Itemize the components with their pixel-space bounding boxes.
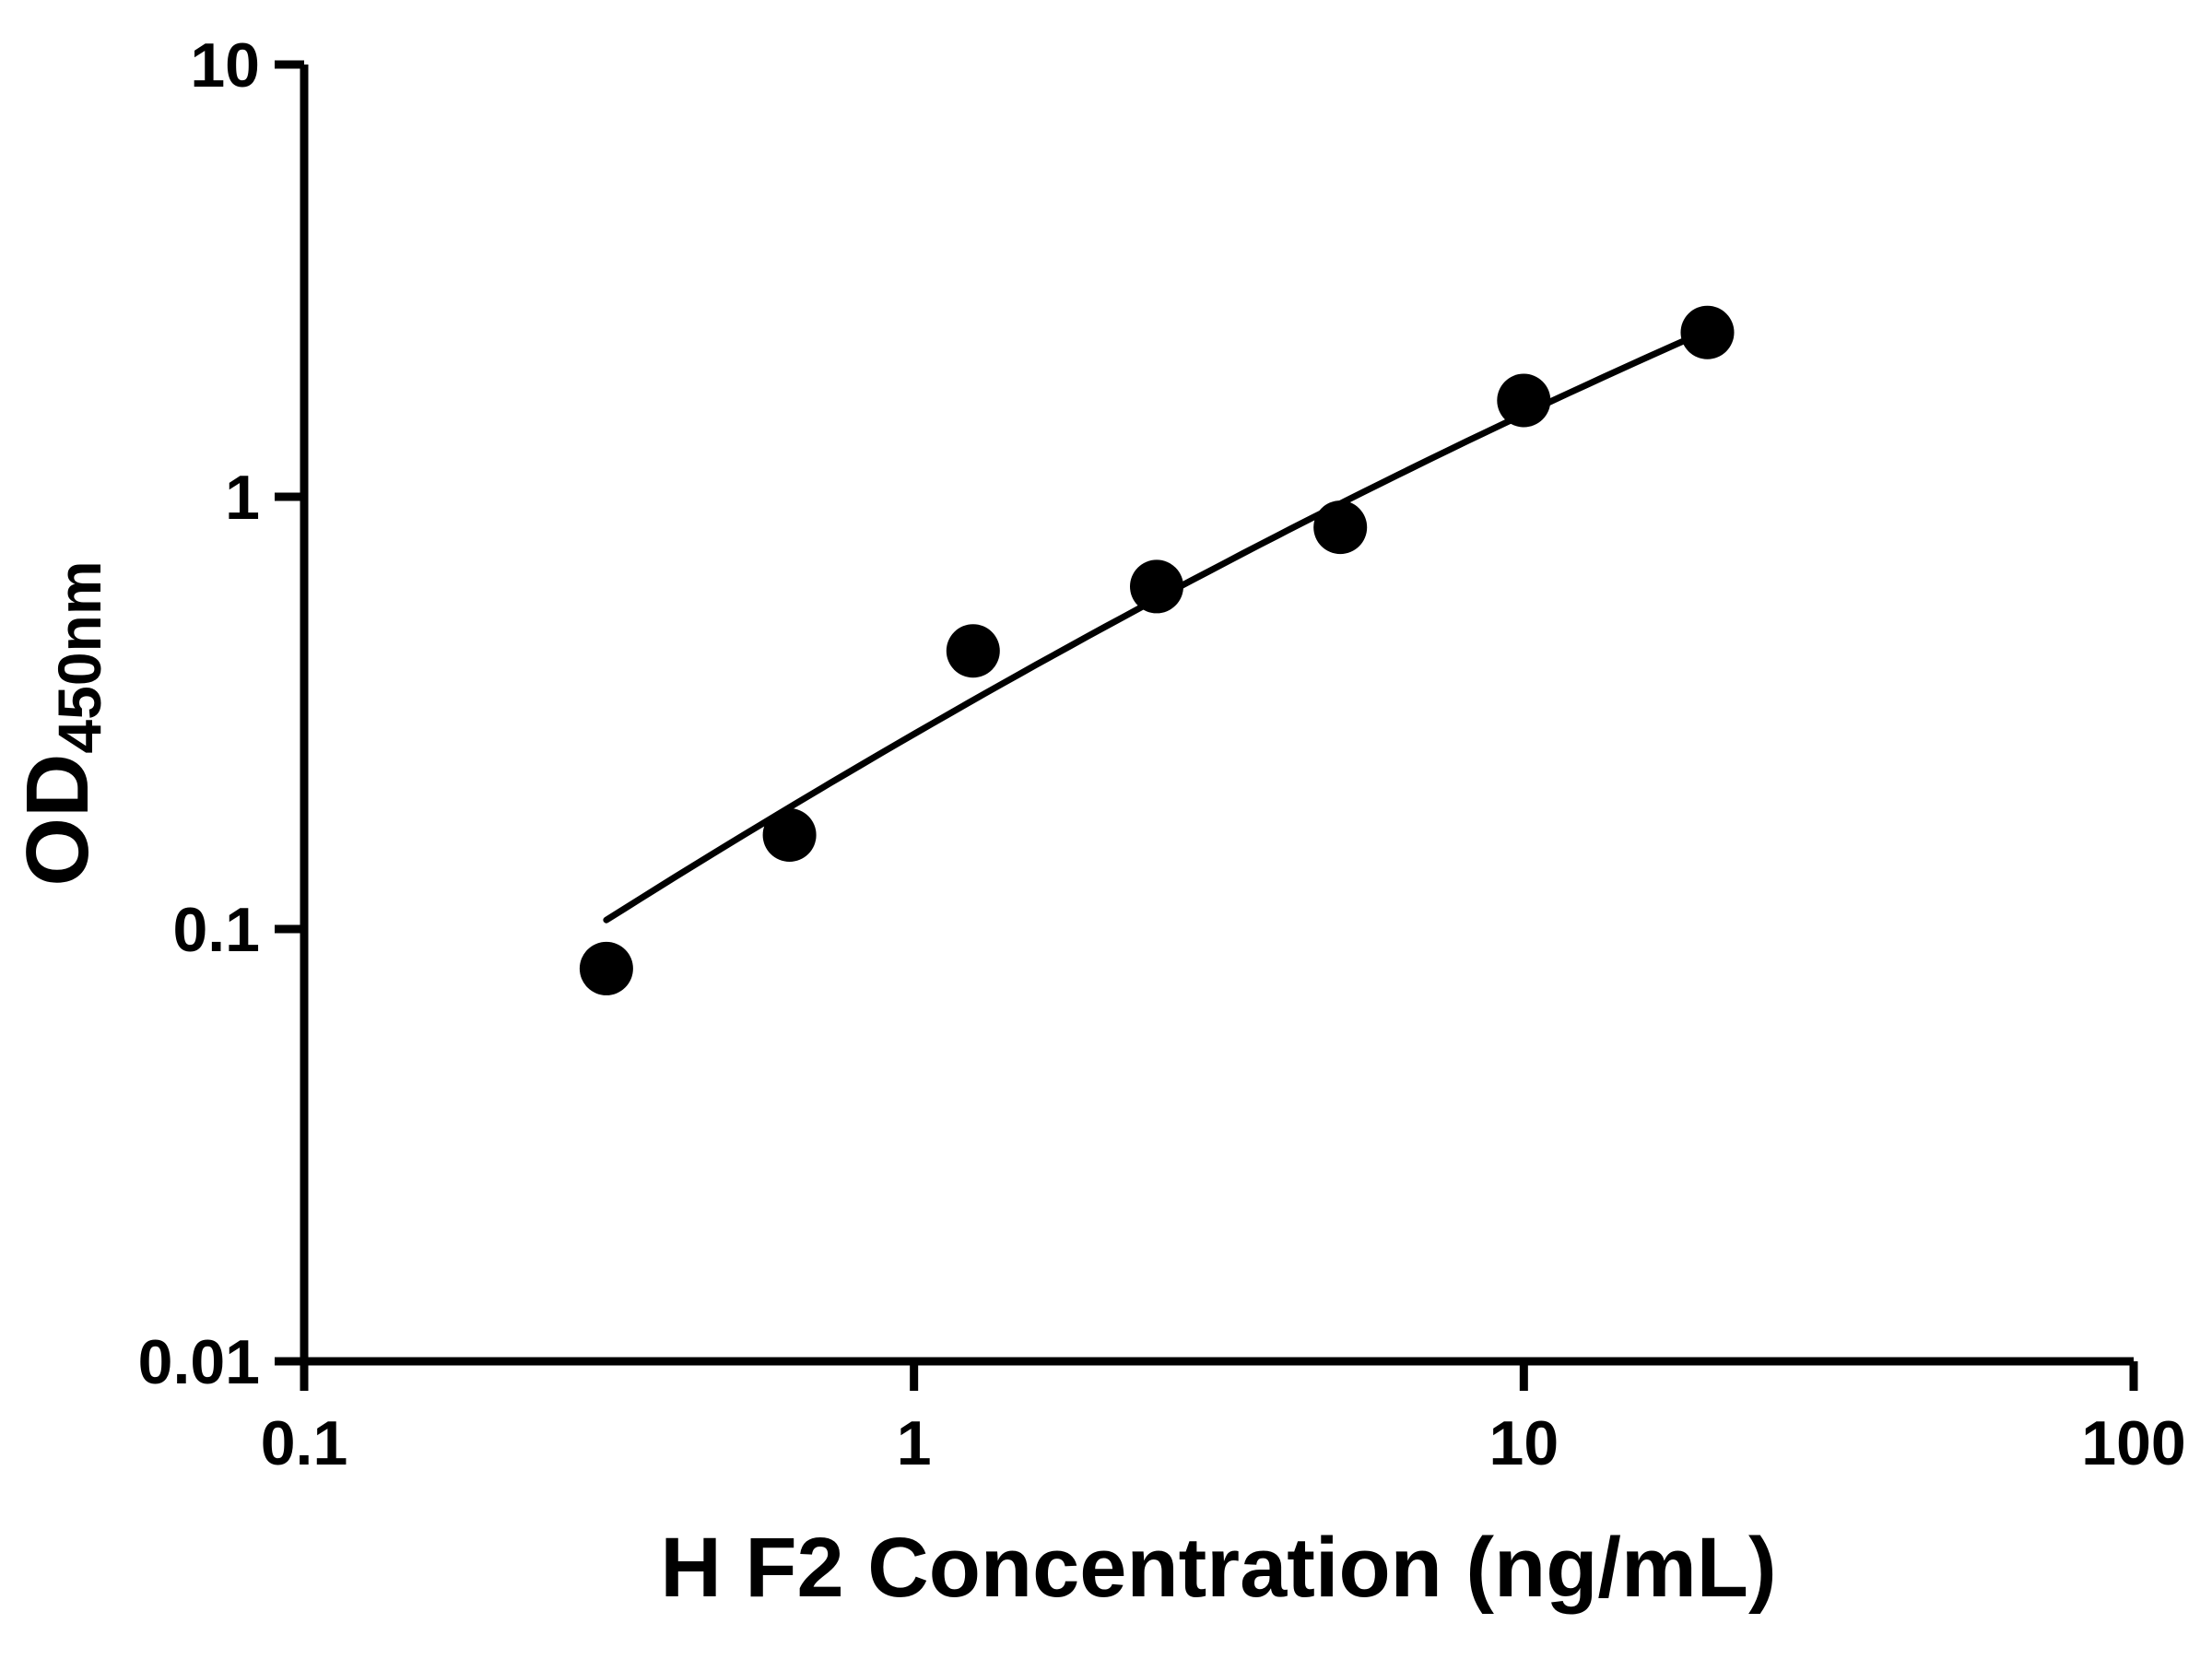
- data-point: [1680, 305, 1735, 359]
- x-tick-label: 1: [897, 1408, 932, 1478]
- y-axis-title-subscript: 450nm: [45, 560, 113, 753]
- x-tick-label: 100: [2081, 1408, 2185, 1478]
- data-point: [1497, 373, 1551, 428]
- y-tick-label: 10: [190, 30, 260, 100]
- y-tick-label: 1: [225, 463, 260, 533]
- data-point: [946, 624, 1000, 678]
- y-axis-title: OD450nm: [8, 560, 113, 886]
- x-tick-label: 10: [1489, 1408, 1559, 1478]
- data-point: [1313, 500, 1368, 555]
- x-axis-title: H F2 Concentration (ng/mL): [660, 1521, 1776, 1615]
- x-tick-label: 0.1: [261, 1408, 348, 1478]
- y-axis-title-main: OD: [8, 754, 107, 887]
- y-tick-label: 0.1: [172, 895, 260, 965]
- y-tick-label: 0.01: [138, 1327, 260, 1397]
- data-point: [579, 941, 633, 995]
- data-point: [1130, 559, 1183, 614]
- data-point: [762, 808, 817, 862]
